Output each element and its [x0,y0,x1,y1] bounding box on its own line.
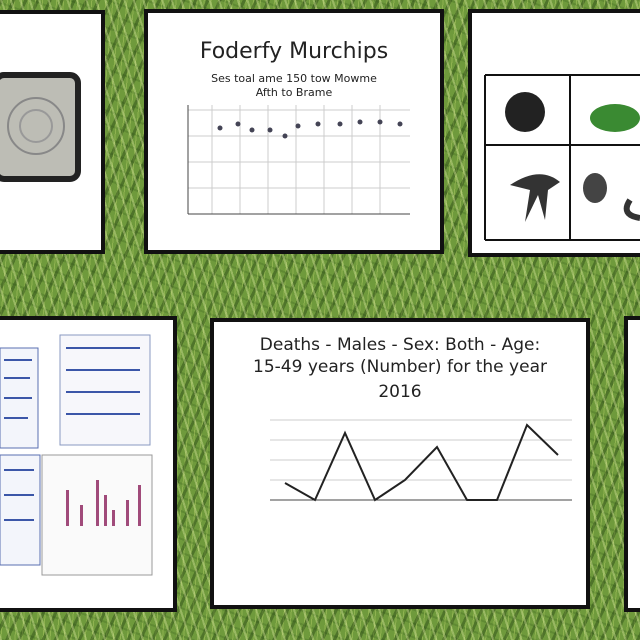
panel-edge [624,316,640,612]
panel-subtitle: Ses toal ame 150 tow Mowme [211,72,377,85]
panel-photo [0,10,105,254]
panel-title: Foderfy Murchips [200,39,388,64]
panel-scatter: Foderfy Murchips Ses toal ame 150 tow Mo… [144,9,444,254]
chart-title: 15-49 years (Number) for the year [253,357,547,377]
panel-documents [0,316,177,612]
panel-subtitle: Afth to Brame [256,86,333,99]
panel-grid-images [468,9,640,257]
chart-title: Deaths - Males - Sex: Both - Age: [260,335,540,355]
chart-title: 2016 [378,382,421,402]
panel-main-chart: Deaths - Males - Sex: Both - Age: 15-49 … [210,318,590,609]
